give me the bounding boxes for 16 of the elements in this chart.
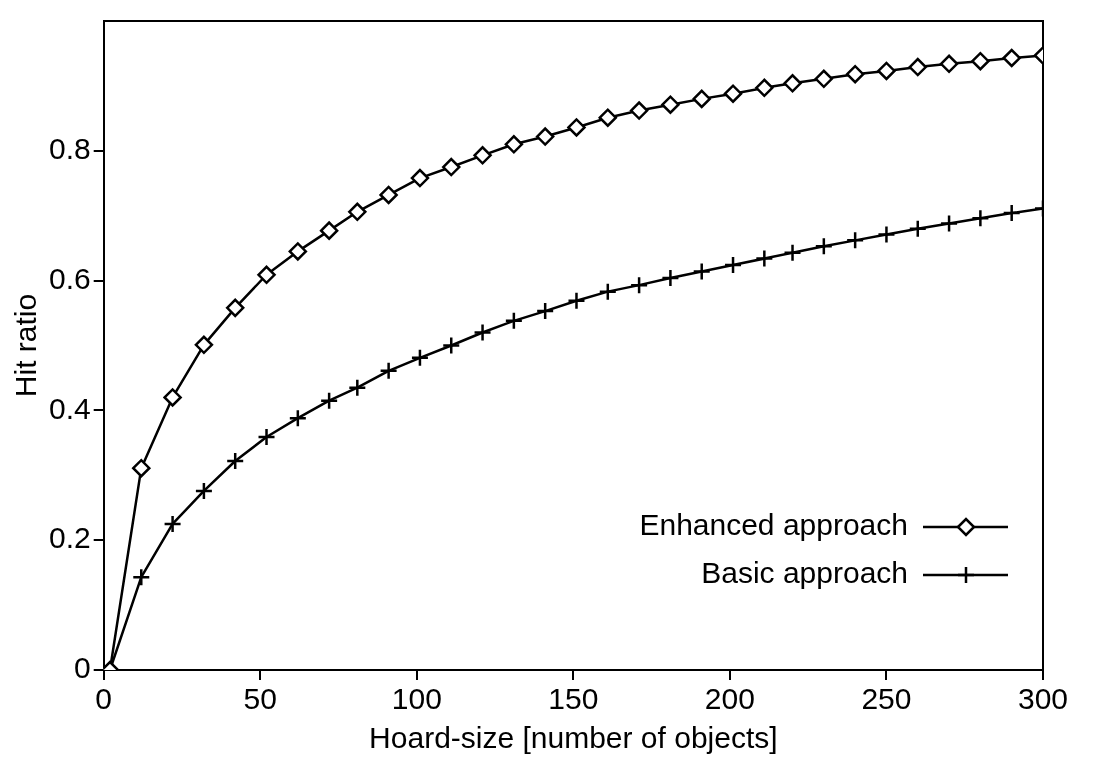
y-tick-label: 0.4 (48, 391, 91, 425)
x-tick-label: 100 (391, 682, 442, 716)
x-tick-label: 50 (243, 682, 277, 716)
y-tick-label: 0.8 (48, 132, 91, 166)
y-tick-label: 0.2 (48, 521, 91, 555)
legend-label: Enhanced approach (639, 508, 908, 542)
x-axis-title: Hoard-size [number of objects] (369, 721, 778, 755)
x-tick-label: 200 (704, 682, 755, 716)
x-tick-label: 250 (861, 682, 912, 716)
y-axis-title: Hit ratio (9, 293, 43, 398)
y-tick-label: 0 (74, 651, 91, 685)
y-tick-label: 0.6 (48, 261, 91, 295)
x-tick-label: 300 (1017, 682, 1069, 716)
x-tick-label: 0 (95, 682, 113, 716)
x-tick-label: 150 (548, 682, 599, 716)
legend-label: Basic approach (701, 556, 908, 590)
